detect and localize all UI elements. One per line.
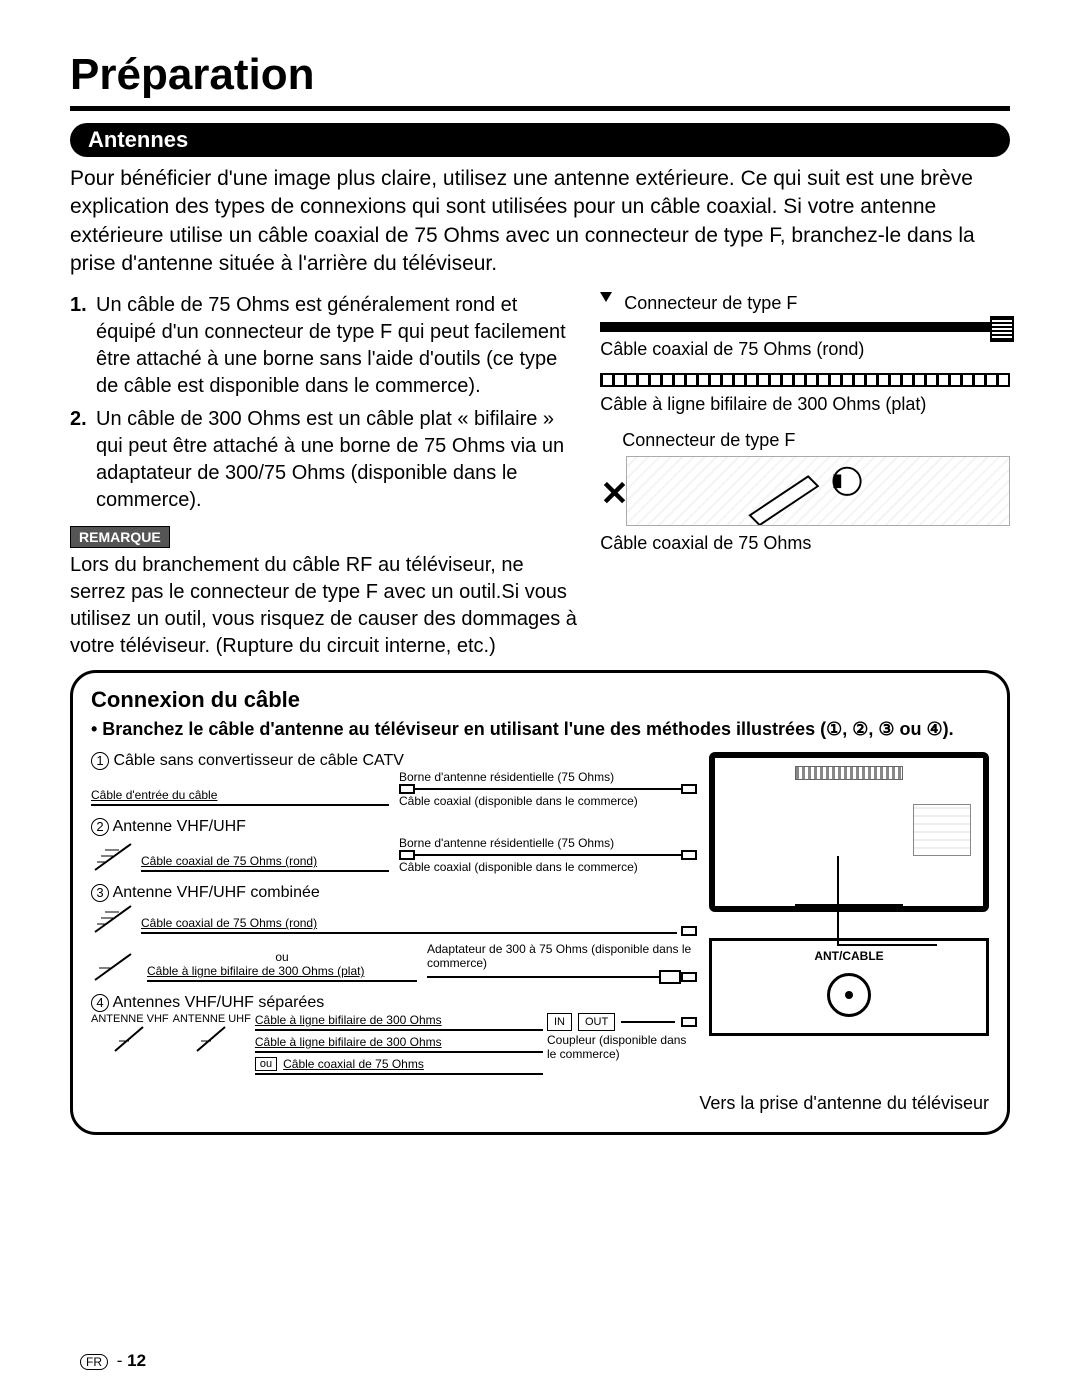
- cable-in-label: Câble d'entrée du câble: [91, 788, 389, 802]
- coax-75-round-3: Câble coaxial de 75 Ohms (rond): [141, 916, 677, 930]
- or-label-4: ou: [255, 1057, 277, 1071]
- tv-rear-icon: [709, 752, 989, 912]
- antenna-icon: [195, 1025, 229, 1055]
- borne-label-1: Borne d'antenne résidentielle (75 Ohms): [399, 770, 697, 784]
- item-2-text: Un câble de 300 Ohms est un câble plat «…: [96, 406, 582, 514]
- method-1-title: Câble sans convertisseur de câble CATV: [113, 752, 404, 769]
- diagram-wrench-warning: Connecteur de type F ✕ Câble coaxial de …: [600, 429, 1010, 556]
- connexion-title: Connexion du câble: [91, 687, 989, 713]
- flat-300-label: Câble à ligne bifilaire de 300 Ohms (pla…: [600, 393, 1010, 416]
- ant-cable-label: ANT/CABLE: [724, 949, 974, 963]
- coax-75-label: Câble coaxial de 75 Ohms: [600, 532, 1010, 555]
- intro-text: Pour bénéficier d'une image plus claire,…: [70, 165, 1010, 278]
- connexion-panel: Connexion du câble • Branchez le câble d…: [70, 670, 1010, 1134]
- antenna-vhf-label: ANTENNE VHF: [91, 1013, 169, 1025]
- coax-75-round-2: Câble coaxial de 75 Ohms (rond): [141, 854, 389, 868]
- lang-badge: FR: [80, 1354, 108, 1370]
- coax-avail-2: Câble coaxial (disponible dans le commer…: [399, 860, 697, 874]
- flat-300-4b: Câble à ligne bifilaire de 300 Ohms: [255, 1035, 543, 1049]
- or-label-3: ou: [147, 950, 417, 964]
- in-label: IN: [547, 1013, 572, 1031]
- adapter-label: Adaptateur de 300 à 75 Ohms (disponible …: [427, 942, 697, 970]
- footer-sep: -: [117, 1351, 123, 1370]
- method-2: 2 Antenne VHF/UHF Câble coaxial de 75 Oh…: [91, 818, 697, 874]
- diagram-coax-round: Connecteur de type F Câble coaxial de 75…: [600, 292, 1010, 361]
- antenna-uhf-label: ANTENNE UHF: [173, 1013, 251, 1025]
- section-antennes: Antennes: [70, 123, 1010, 157]
- page-title: Préparation: [70, 50, 1010, 111]
- method-1: 1 Câble sans convertisseur de câble CATV…: [91, 752, 697, 808]
- cable-types-list: 1. Un câble de 75 Ohms est généralement …: [70, 292, 582, 514]
- ant-cable-jack: ANT/CABLE: [709, 938, 989, 1036]
- type-f-label: Connecteur de type F: [624, 292, 797, 315]
- antenna-icon: [91, 840, 137, 874]
- item-2-num: 2.: [70, 406, 96, 514]
- connexion-instructions: • Branchez le câble d'antenne au télévis…: [91, 717, 989, 741]
- remarque-text: Lors du branchement du câble RF au télév…: [70, 552, 582, 660]
- coax-75-round-label: Câble coaxial de 75 Ohms (rond): [600, 338, 1010, 361]
- coupler-label: Coupleur (disponible dans le commerce): [547, 1033, 697, 1061]
- page-number: 12: [127, 1351, 146, 1370]
- wrench-icon: [627, 457, 1009, 525]
- item-1-num: 1.: [70, 292, 96, 400]
- method-2-title: Antenne VHF/UHF: [113, 818, 246, 835]
- diagram-flat-300: Câble à ligne bifilaire de 300 Ohms (pla…: [600, 373, 1010, 416]
- out-label: OUT: [578, 1013, 615, 1031]
- coax-avail-1: Câble coaxial (disponible dans le commer…: [399, 794, 697, 808]
- flat-300-4a: Câble à ligne bifilaire de 300 Ohms: [255, 1013, 543, 1027]
- arrow-icon: [600, 292, 612, 302]
- coax-jack-icon: [827, 973, 871, 1017]
- method-3: 3 Antenne VHF/UHF combinée Câble coaxial…: [91, 884, 697, 984]
- antenna-icon: [91, 950, 137, 984]
- item-1-text: Un câble de 75 Ohms est généralement ron…: [96, 292, 582, 400]
- borne-label-2: Borne d'antenne résidentielle (75 Ohms): [399, 836, 697, 850]
- method-4-title: Antennes VHF/UHF séparées: [113, 995, 325, 1012]
- method-3-title: Antenne VHF/UHF combinée: [113, 884, 320, 901]
- method-4: 4 Antennes VHF/UHF séparées ANTENNE VHF …: [91, 994, 697, 1076]
- antenna-icon: [91, 902, 137, 936]
- cross-icon: ✕: [600, 474, 629, 514]
- antenna-icon: [113, 1025, 147, 1055]
- coax-75-4: Câble coaxial de 75 Ohms: [283, 1057, 424, 1071]
- page-footer: FR - 12: [80, 1351, 146, 1371]
- flat-300-3: Câble à ligne bifilaire de 300 Ohms (pla…: [147, 964, 417, 978]
- bottom-caption: Vers la prise d'antenne du téléviseur: [91, 1093, 989, 1114]
- type-f-label-2: Connecteur de type F: [622, 429, 795, 452]
- remarque-badge: REMARQUE: [70, 526, 170, 548]
